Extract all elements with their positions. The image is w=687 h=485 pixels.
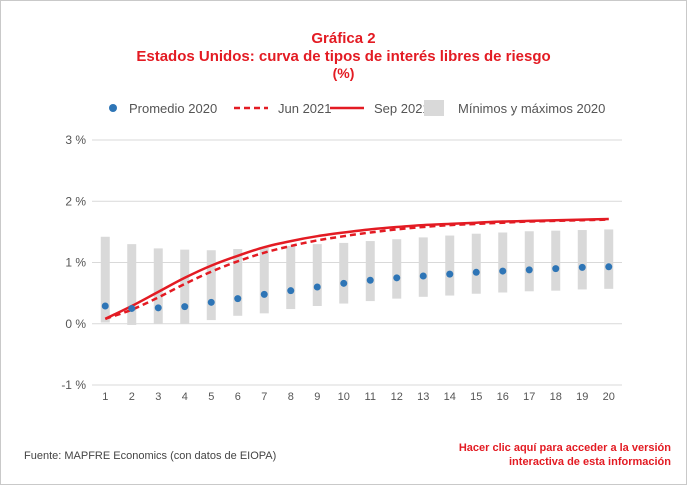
x-tick-label: 19	[576, 391, 588, 403]
legend-label: Jun 2021	[278, 101, 332, 116]
chart-gridlines	[92, 139, 622, 386]
x-tick-label: 17	[523, 391, 535, 403]
range-bar	[180, 249, 190, 324]
x-tick-label: 12	[391, 391, 403, 403]
y-axis-ticks: -1 % 0 % 1 % 2 % 3 %	[61, 133, 86, 392]
x-tick-label: 5	[208, 391, 214, 403]
interactive-version-link[interactable]: Hacer clic aquí para acceder a la versió…	[459, 441, 671, 469]
x-tick-label: 16	[497, 391, 509, 403]
y-tick-label: 1 %	[65, 256, 86, 270]
average-point	[525, 266, 533, 274]
legend-marker-dot	[109, 104, 117, 112]
range-bar	[551, 230, 561, 291]
average-point	[499, 267, 507, 275]
average-point	[472, 268, 480, 276]
x-tick-label: 13	[417, 391, 429, 403]
average-point	[419, 272, 427, 280]
range-bar	[604, 229, 614, 289]
range-bar	[471, 233, 481, 294]
average-point	[154, 304, 162, 312]
chart-legend: Promedio 2020 Jun 2021 Sep 2021 Mínimos y m…	[109, 100, 605, 116]
range-bar	[445, 235, 455, 296]
range-bar	[498, 232, 508, 293]
x-tick-label: 20	[603, 391, 615, 403]
legend-marker-bar	[424, 100, 444, 116]
range-bar	[524, 231, 534, 292]
range-bar	[418, 237, 428, 297]
y-tick-label: 2 %	[65, 194, 86, 208]
average-point	[313, 283, 321, 291]
x-tick-label: 3	[155, 391, 161, 403]
y-tick-label: -1 %	[61, 378, 86, 392]
x-tick-label: 4	[182, 391, 188, 403]
x-tick-label: 11	[365, 391, 376, 403]
series-lines	[104, 217, 609, 321]
average-dots	[101, 263, 613, 312]
range-bar	[233, 249, 243, 316]
average-point	[287, 287, 295, 295]
x-tick-label: 7	[261, 391, 267, 403]
legend-label: Mínimos y máximos 2020	[458, 101, 605, 116]
range-bar	[259, 247, 269, 314]
range-bar	[206, 250, 216, 321]
legend-minimos-maximos-2020: Mínimos y máximos 2020	[424, 100, 605, 116]
x-tick-label: 6	[235, 391, 241, 403]
chart-title: Gráfica 2	[311, 30, 376, 47]
range-bar	[286, 245, 296, 310]
average-point	[181, 303, 189, 311]
y-tick-label: 0 %	[65, 317, 86, 331]
average-point	[207, 298, 215, 306]
range-bar	[312, 244, 322, 306]
range-bar	[127, 244, 137, 325]
y-tick-label: 3 %	[65, 133, 86, 147]
x-tick-label: 9	[314, 391, 320, 403]
x-tick-label: 10	[338, 391, 350, 403]
legend-jun-2021: Jun 2021	[234, 101, 332, 116]
chart-subtitle: Estados Unidos: curva de tipos de interé…	[136, 48, 551, 65]
average-point	[128, 304, 136, 312]
legend-sep-2021: Sep 2021	[330, 101, 430, 116]
average-point	[446, 270, 454, 278]
source-note: Fuente: MAPFRE Economics (con datos de E…	[24, 450, 277, 462]
range-bar	[100, 236, 110, 323]
interactive-link-line-2[interactable]: interactiva de esta información	[509, 456, 671, 468]
chart-unit-label: (%)	[332, 65, 355, 81]
legend-label: Promedio 2020	[129, 101, 217, 116]
range-bar	[365, 241, 375, 302]
average-point	[101, 302, 109, 310]
x-tick-label: 8	[288, 391, 294, 403]
range-bar	[577, 230, 587, 290]
average-point	[393, 274, 401, 282]
x-axis-ticks: 1 2 3 4 5 6 7 8 9 10 11 12 13 14 15 16 17 18 19 20	[102, 391, 615, 403]
average-point	[605, 263, 613, 271]
range-bar	[339, 242, 349, 304]
average-point	[234, 295, 242, 303]
average-point	[552, 265, 560, 273]
series-line-sep-2021	[104, 217, 609, 321]
average-point	[260, 290, 268, 298]
range-bar	[392, 239, 402, 299]
legend-label: Sep 2021	[374, 101, 430, 116]
x-tick-label: 18	[550, 391, 562, 403]
x-tick-label: 15	[470, 391, 482, 403]
range-bar	[153, 248, 163, 324]
range-bars	[100, 229, 614, 325]
average-point	[578, 263, 586, 271]
x-tick-label: 1	[102, 391, 108, 403]
x-tick-label: 14	[444, 391, 456, 403]
average-point	[340, 279, 348, 287]
interactive-link-line-1[interactable]: Hacer clic aquí para acceder a la versió…	[458, 442, 671, 454]
average-point	[366, 276, 374, 284]
x-tick-label: 2	[129, 391, 135, 403]
legend-promedio-2020: Promedio 2020	[109, 101, 217, 116]
